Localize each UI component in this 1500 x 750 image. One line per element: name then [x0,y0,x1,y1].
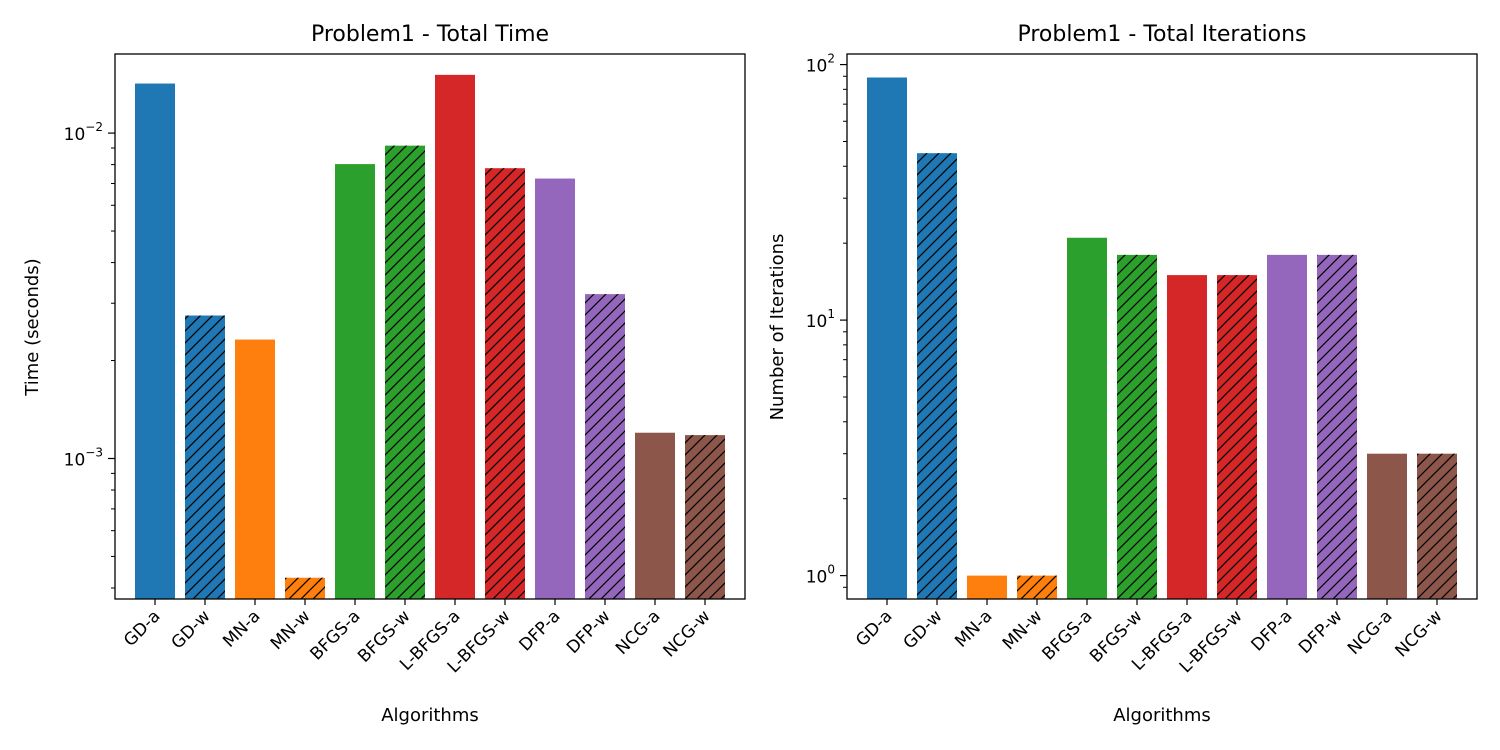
iterations-y-tick-label: 101 [806,307,835,332]
time-chart: Problem1 - Total Time 10−310−2 GD-a GD-w M… [22,22,746,726]
iterations-bar-hatch-dfp-w [1317,254,1357,600]
time-bar-hatch-dfp-w [585,294,625,599]
iterations-chart-title: Problem1 - Total Iterations [1017,22,1306,47]
iterations-bar-hatch-mn-w [1017,575,1057,599]
time-bar-hatch-l-bfgs-w [485,168,525,599]
time-x-tick-label: DFP-w [563,606,615,658]
iterations-bar-hatch-l-bfgs-w [1217,275,1257,599]
iterations-x-axis-label: Algorithms [1113,705,1211,726]
time-bar-gd-a [135,83,175,600]
time-y-tick-label: 10−2 [64,120,103,145]
time-y-axis-label: Time (seconds) [22,258,43,396]
iterations-bar-gd-a [867,77,907,600]
time-bar-hatch-gd-w [185,315,225,599]
time-plot-frame [114,53,746,600]
iterations-bar-l-bfgs-a [1167,275,1207,599]
iterations-bar-dfp-a [1267,254,1307,600]
time-bar-dfp-a [535,178,575,600]
time-x-tick-label: GD-a [120,606,164,650]
time-x-tick-label: MN-a [219,606,264,651]
iterations-x-ticks: GD-a GD-w MN-a MN-wBFGS-aBFGS-wL-BFGS-aL-BF… [852,599,1447,677]
time-bar-hatch-bfgs-w [385,145,425,600]
time-y-tick-label: 10−3 [64,445,103,470]
time-x-tick-label: MN-w [267,606,315,654]
iterations-x-tick-label: GD-w [900,606,947,653]
iterations-bar-hatch-ncg-w [1417,453,1457,599]
time-x-tick-label: GD-w [168,606,215,653]
time-x-ticks: GD-a GD-w MN-a MN-wBFGS-aBFGS-wL-BFGS-aL-BF… [120,599,715,677]
iterations-y-axis-label: Number of Iterations [767,234,788,421]
iterations-bar-bfgs-a [1067,237,1107,599]
time-x-axis-label: Algorithms [381,705,479,726]
time-x-tick-label: NCG-w [660,606,715,661]
iterations-y-tick-label: 102 [806,52,835,77]
iterations-y-tick-label: 100 [806,563,835,588]
iterations-x-tick-label: DFP-a [1248,606,1297,655]
time-bar-l-bfgs-a [435,74,475,599]
iterations-bar-mn-a [967,575,1007,599]
iterations-x-tick-label: GD-a [852,606,896,650]
iterations-bar-hatch-bfgs-w [1117,254,1157,600]
iterations-chart: Problem1 - Total Iterations 100 101 102 GD… [767,22,1478,726]
time-y-ticks: 10−3 10−2 [64,120,115,589]
iterations-bars [867,77,1457,600]
iterations-bar-ncg-a [1367,453,1407,599]
iterations-x-tick-label: NCG-a [1344,606,1397,659]
time-bar-hatch-ncg-w [685,435,725,599]
time-bars [135,74,725,600]
time-bar-bfgs-a [335,164,375,600]
iterations-x-tick-label: MN-a [951,606,996,651]
iterations-x-tick-label: DFP-w [1295,606,1347,658]
iterations-x-tick-label: NCG-w [1392,606,1447,661]
time-x-tick-label: DFP-a [516,606,565,655]
time-chart-title: Problem1 - Total Time [311,22,549,47]
iterations-bar-hatch-gd-w [917,153,957,600]
time-bar-mn-a [235,339,275,599]
iterations-plot-frame [846,53,1478,600]
time-bar-ncg-a [635,432,675,599]
time-bar-hatch-mn-w [285,577,325,599]
time-x-tick-label: NCG-a [612,606,665,659]
iterations-x-tick-label: MN-w [999,606,1047,654]
iterations-y-ticks: 100 101 102 [806,52,847,588]
